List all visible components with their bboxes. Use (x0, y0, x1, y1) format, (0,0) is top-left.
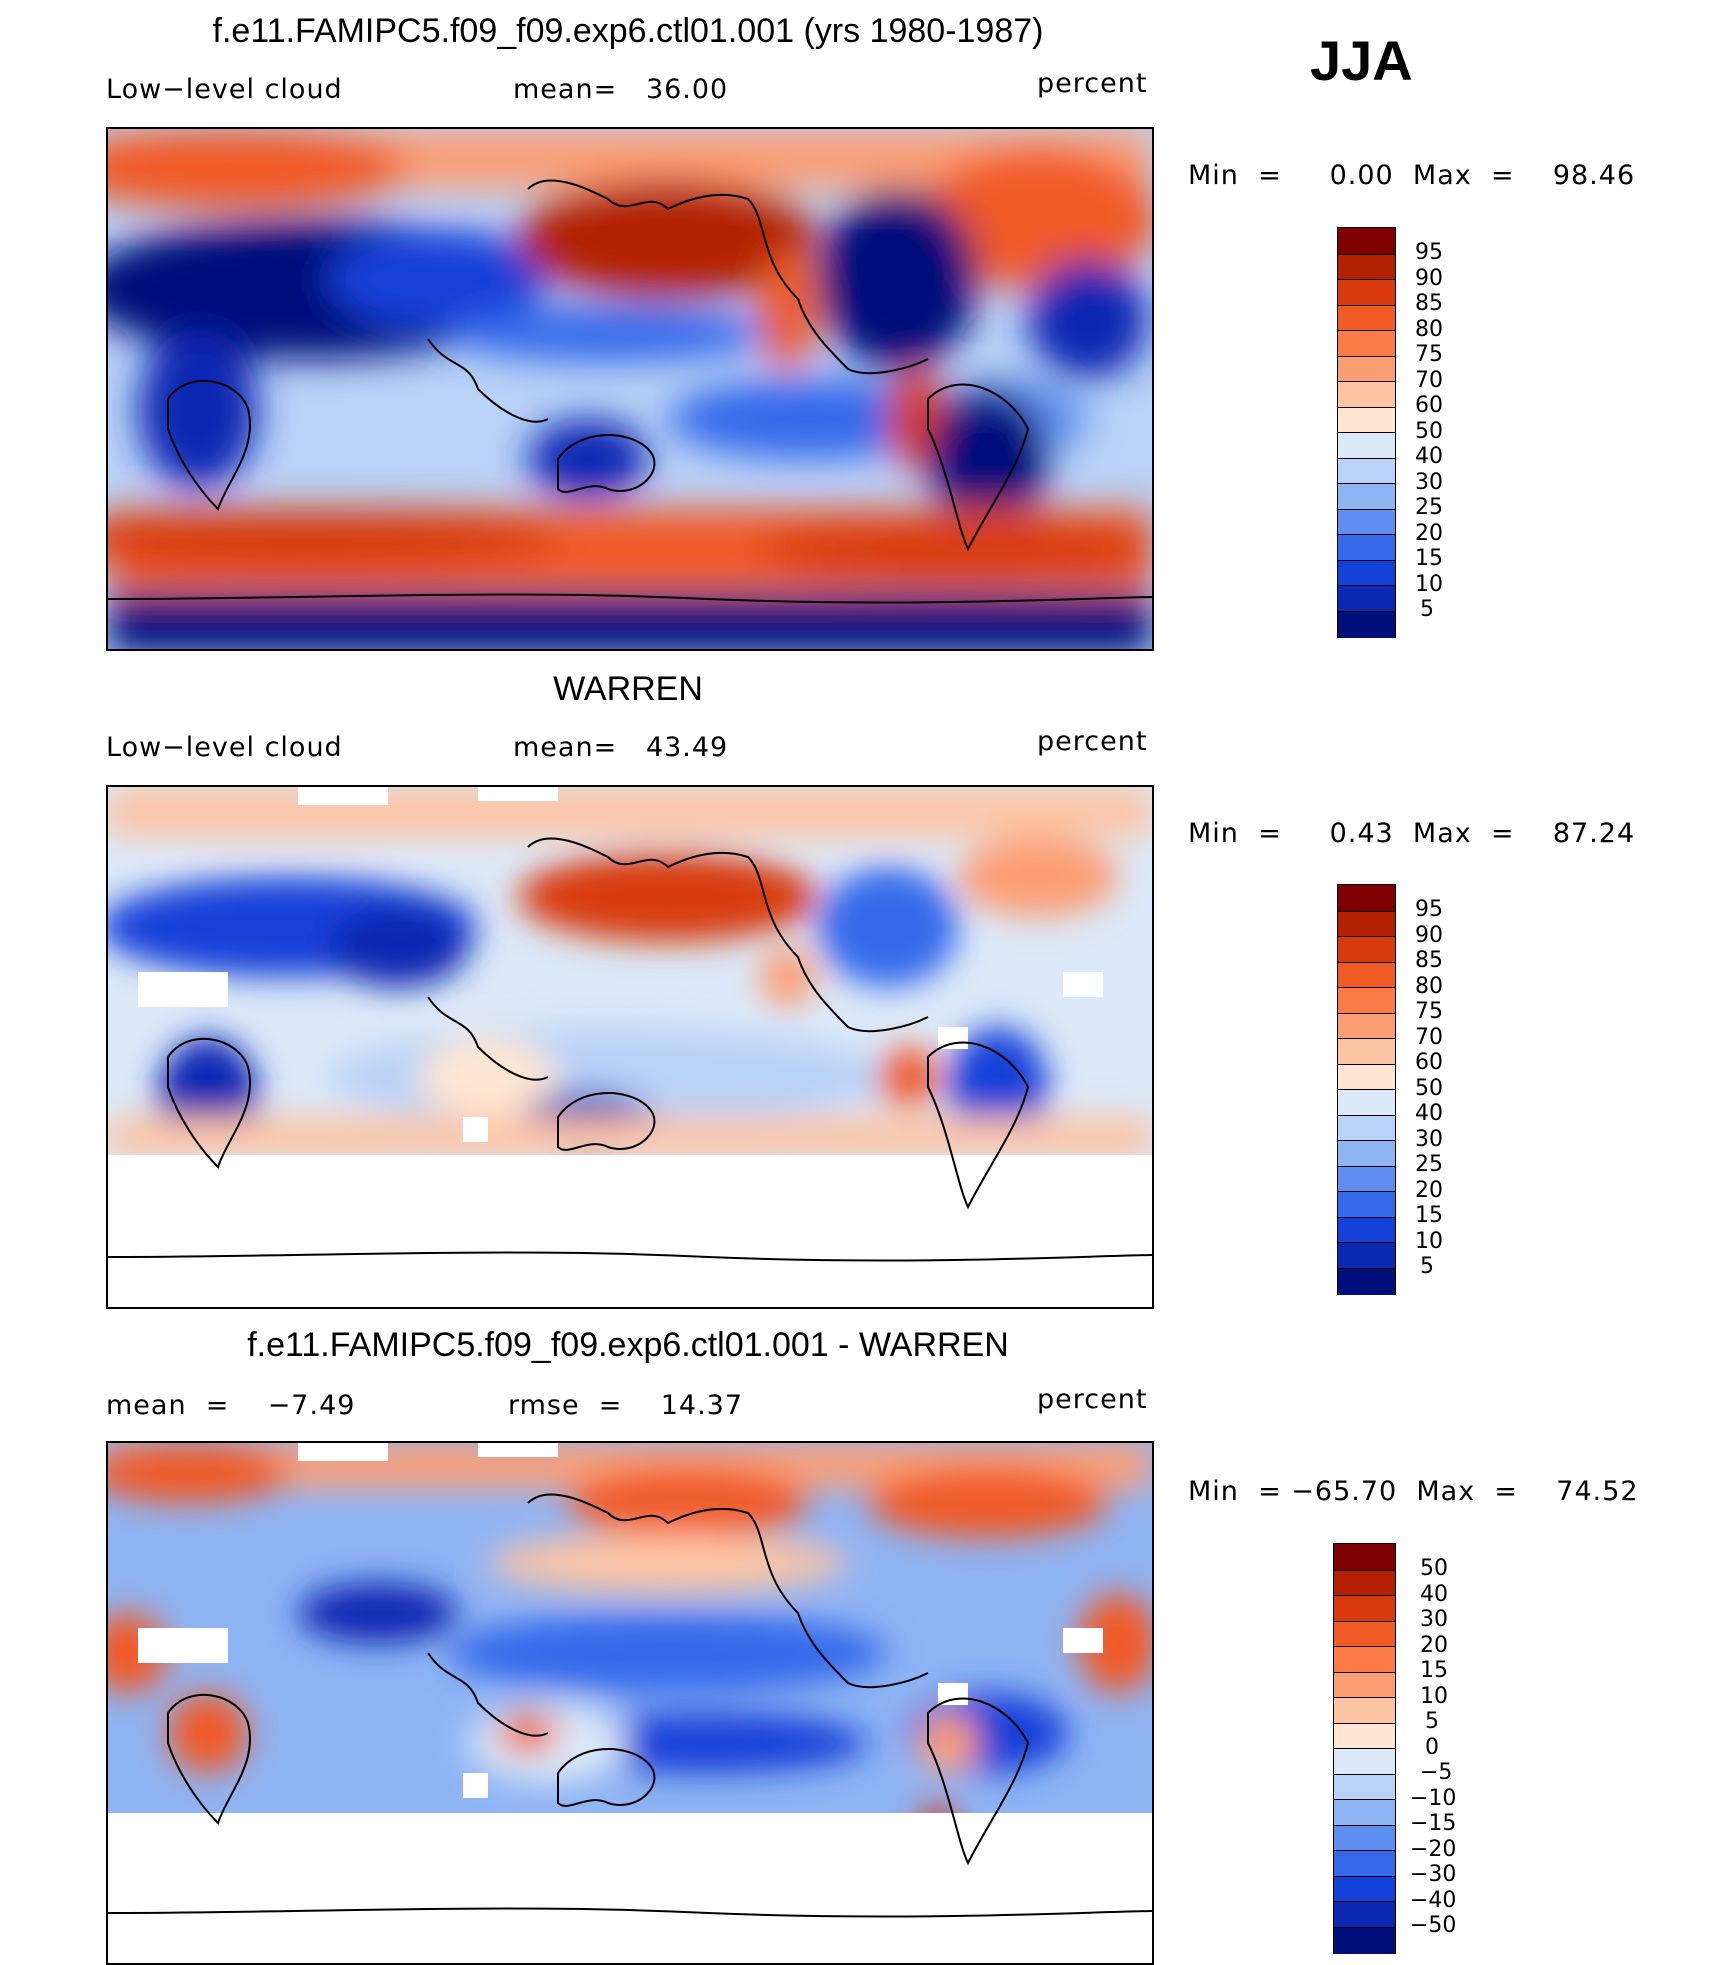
colorbar-tick: 5 (1425, 1709, 1439, 1734)
colorbar-tick: 60 (1415, 393, 1443, 418)
colorbar-tick: 80 (1415, 974, 1443, 999)
rmse-label-diff: rmse = 14.37 (508, 1390, 744, 1421)
colorbar-tick: 50 (1420, 1556, 1448, 1581)
colorbar-tick: 90 (1415, 923, 1443, 948)
colorbar-tick: 75 (1415, 342, 1443, 367)
colorbar-tick: 30 (1420, 1607, 1448, 1632)
units-label-diff: percent (1037, 1384, 1148, 1415)
colorbar-tick: 15 (1420, 1658, 1448, 1683)
colorbar-tick: 90 (1415, 266, 1443, 291)
map-panel-diff (106, 1441, 1154, 1965)
colorbar-tick: −20 (1410, 1837, 1457, 1862)
map-panel-obs (106, 785, 1154, 1309)
mean-label-obs: mean= 43.49 (513, 732, 729, 763)
colorbar-tick: 20 (1415, 1178, 1443, 1203)
colorbar-tick: 40 (1415, 1101, 1443, 1126)
colorbar-tick: 15 (1415, 1203, 1443, 1228)
panel-title-model: f.e11.FAMIPC5.f09_f09.exp6.ctl01.001 (yr… (212, 12, 1044, 50)
colorbar-tick: −5 (1420, 1760, 1453, 1785)
colorbar-tick: 40 (1420, 1582, 1448, 1607)
colorbar-tick: 30 (1415, 470, 1443, 495)
colorbar-tick: 0 (1425, 1735, 1439, 1760)
colorbar-tick: 10 (1415, 1229, 1443, 1254)
units-label-obs: percent (1037, 726, 1148, 757)
colorbar-tick: 5 (1420, 1254, 1434, 1279)
colorbar-model (1337, 227, 1396, 638)
map-diff-field (108, 1443, 1152, 1963)
colorbar-tick: 85 (1415, 948, 1443, 973)
colorbar-tick: 10 (1415, 572, 1443, 597)
colorbar-tick: 75 (1415, 999, 1443, 1024)
minmax-label-model: Min = 0.00 Max = 98.46 (1188, 160, 1636, 191)
mean-label-model: mean= 36.00 (513, 74, 729, 105)
colorbar-tick: 85 (1415, 291, 1443, 316)
colorbar-tick: 50 (1415, 1076, 1443, 1101)
colorbar-tick: 40 (1415, 444, 1443, 469)
colorbar-diff (1333, 1543, 1396, 1954)
colorbar-tick: 80 (1415, 317, 1443, 342)
colorbar-tick: −10 (1410, 1786, 1457, 1811)
panel-title-diff: f.e11.FAMIPC5.f09_f09.exp6.ctl01.001 - W… (247, 1326, 1009, 1364)
panel-title-obs: WARREN (553, 670, 703, 708)
colorbar-tick: 25 (1415, 495, 1443, 520)
colorbar-tick: −15 (1410, 1811, 1457, 1836)
colorbar-tick: 30 (1415, 1127, 1443, 1152)
colorbar-tick: 70 (1415, 1025, 1443, 1050)
map-model-field (108, 129, 1152, 649)
colorbar-tick: −30 (1410, 1862, 1457, 1887)
colorbar-tick: −40 (1410, 1888, 1457, 1913)
season-label: JJA (1310, 29, 1413, 92)
variable-label-obs: Low−level cloud (106, 732, 343, 763)
colorbar-tick: 10 (1420, 1684, 1448, 1709)
variable-label-model: Low−level cloud (106, 74, 343, 105)
colorbar-tick: 25 (1415, 1152, 1443, 1177)
colorbar-tick: 20 (1420, 1633, 1448, 1658)
colorbar-tick: −50 (1410, 1913, 1457, 1938)
colorbar-tick: 60 (1415, 1050, 1443, 1075)
colorbar-tick: 70 (1415, 368, 1443, 393)
map-obs-field (108, 787, 1152, 1307)
map-panel-model (106, 127, 1154, 651)
minmax-label-diff: Min = −65.70 Max = 74.52 (1188, 1476, 1639, 1507)
units-label-model: percent (1037, 68, 1148, 99)
mean-label-diff: mean = −7.49 (106, 1390, 356, 1421)
colorbar-tick: 15 (1415, 546, 1443, 571)
colorbar-tick: 95 (1415, 897, 1443, 922)
colorbar-tick: 20 (1415, 521, 1443, 546)
colorbar-tick: 95 (1415, 240, 1443, 265)
colorbar-obs (1337, 884, 1396, 1295)
colorbar-tick: 5 (1420, 597, 1434, 622)
colorbar-tick: 50 (1415, 419, 1443, 444)
minmax-label-obs: Min = 0.43 Max = 87.24 (1188, 818, 1636, 849)
